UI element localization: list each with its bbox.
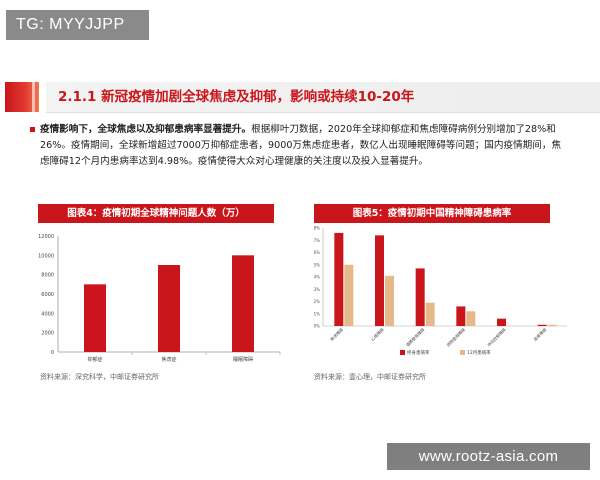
- header-accent-block: [5, 82, 39, 112]
- bar-12month-4: [466, 311, 476, 326]
- x-tick-label: 酒精使用障碍: [404, 326, 425, 347]
- bar-lifetime-1: [334, 232, 344, 326]
- body-lead: 疫情影响下，全球焦虑以及抑郁患病率显著提升。: [40, 124, 252, 135]
- y-tick-label: 4%: [314, 275, 321, 280]
- bar-12month-1: [344, 264, 354, 326]
- chart2-title: 图表5：疫情初期中国精神障碍患病率: [314, 204, 550, 223]
- bar-1: [84, 284, 106, 352]
- x-tick-label: 药物使用障碍: [445, 326, 466, 347]
- y-tick-label: 2000: [41, 331, 54, 337]
- chart1-svg: 0 2000 4000 6000 8000 10000 12000 抑郁症 焦虑症 睡眠障碍: [38, 234, 281, 363]
- bar-2: [158, 265, 180, 352]
- legend-label: 终身患病率: [407, 349, 430, 356]
- y-tick-label: 4000: [41, 311, 54, 317]
- watermark: www.rootz-asia.com: [387, 443, 590, 470]
- chart1-source: 资料来源：深究科学，中邮证券研究所: [40, 373, 159, 381]
- x-tick-label: 睡眠障碍: [233, 356, 253, 363]
- y-tick-label: 12000: [38, 234, 54, 240]
- y-tick-label: 6000: [41, 292, 54, 298]
- x-tick-label: 焦虑症: [161, 356, 176, 363]
- bar-lifetime-3: [415, 268, 425, 326]
- section-title: 2.1.1 新冠疫情加剧全球焦虑及抑郁，影响或持续10-20年: [58, 89, 415, 105]
- x-tick-label: 抑郁症: [87, 356, 102, 363]
- section-header: 2.1.1 新冠疫情加剧全球焦虑及抑郁，影响或持续10-20年: [0, 82, 600, 113]
- y-tick-label: 10000: [38, 253, 54, 259]
- legend-label: 12月患病率: [467, 349, 491, 356]
- y-tick-label: 5%: [314, 262, 321, 267]
- y-tick-label: 8000: [41, 273, 54, 279]
- legend-swatch: [460, 350, 465, 355]
- bar-12month-2: [385, 275, 394, 326]
- y-tick-label: 8%: [314, 226, 321, 231]
- y-tick-label: 7%: [314, 238, 321, 243]
- y-tick-label: 0: [51, 350, 54, 356]
- y-tick-label: 1%: [314, 311, 321, 316]
- chart2-source: 资料来源：壹心理，中邮证券研究所: [314, 373, 426, 381]
- bar-3: [232, 255, 254, 352]
- bullet-marker: [30, 127, 35, 132]
- header-bar: [46, 82, 600, 113]
- bar-lifetime-2: [375, 235, 384, 326]
- bar-lifetime-5: [497, 318, 506, 326]
- bar-lifetime-4: [456, 306, 466, 326]
- chart1-title: 图表4：疫情初期全球精神问题人数（万）: [38, 204, 274, 223]
- source-tag: TG: MYYJJPP: [6, 10, 149, 40]
- x-tick-label: 焦虑障碍: [328, 326, 344, 342]
- x-tick-label: 冲动控制障碍: [485, 326, 506, 347]
- y-tick-label: 3%: [314, 287, 321, 292]
- x-tick-label: 心境障碍: [369, 326, 385, 342]
- bar-lifetime-6: [537, 324, 547, 326]
- bar-12month-6: [547, 324, 557, 326]
- chart2-svg: 0% 1% 2% 3% 4% 5% 6% 7% 8% 焦虑障碍 心境障碍 酒精使用障碍 药物使用障碍 冲动…: [314, 226, 567, 356]
- body-paragraph: 疫情影响下，全球焦虑以及抑郁患病率显著提升。根据柳叶刀数据，2020年全球抑郁症…: [40, 122, 565, 170]
- body-text: 根据柳叶刀数据，2020年全球抑郁症和焦虑障碍病例分别增加了28%和26%。疫情…: [40, 124, 562, 167]
- y-tick-label: 0%: [314, 324, 321, 329]
- bar-12month-3: [425, 302, 435, 326]
- y-tick-label: 6%: [314, 250, 321, 255]
- legend-swatch: [400, 350, 405, 355]
- y-tick-label: 2%: [314, 299, 321, 304]
- x-tick-label: 进食障碍: [532, 326, 548, 342]
